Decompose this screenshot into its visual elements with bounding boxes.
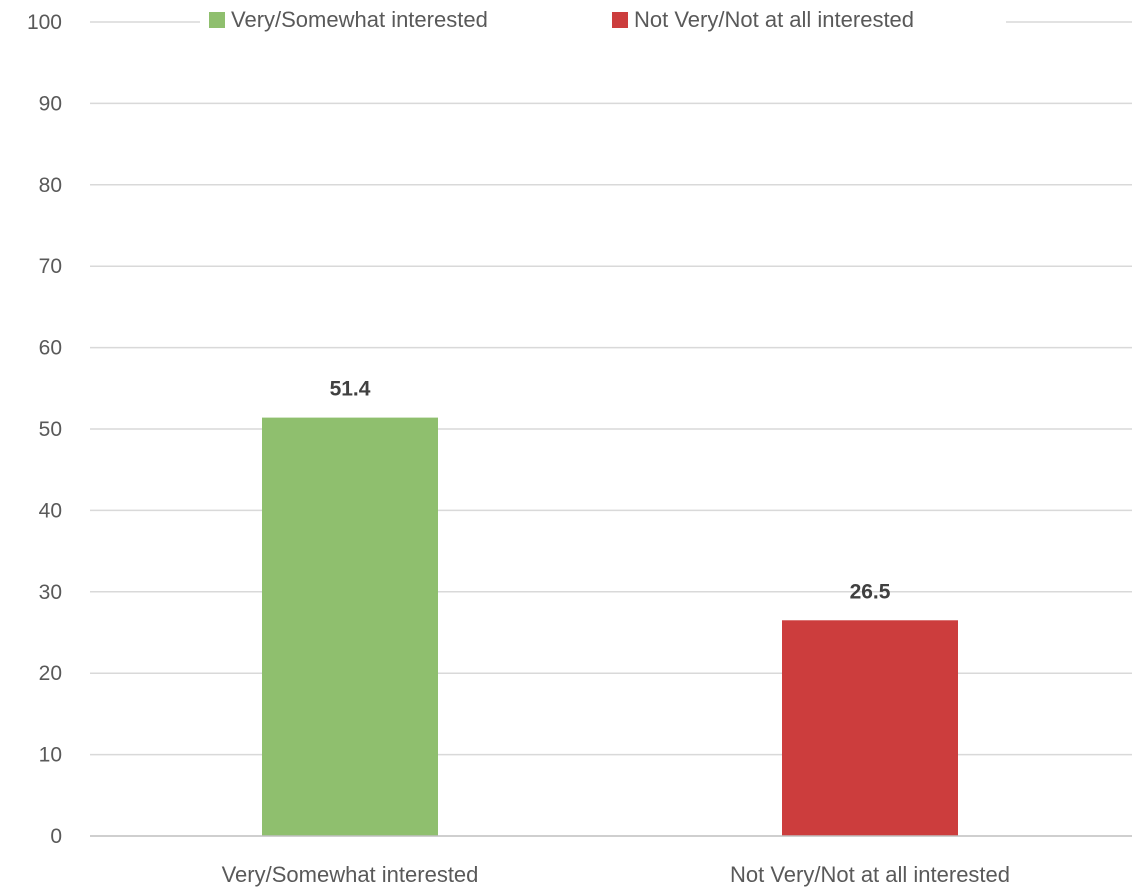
y-tick-label: 70 <box>39 255 62 278</box>
bar <box>782 620 958 836</box>
legend: Very/Somewhat interested Not Very/Not at … <box>200 4 1006 36</box>
y-tick-label: 20 <box>39 662 62 685</box>
category-label: Not Very/Not at all interested <box>730 862 1010 887</box>
y-tick-label: 40 <box>39 499 62 522</box>
data-label: 26.5 <box>850 580 891 603</box>
data-label: 51.4 <box>330 378 371 401</box>
y-tick-label: 80 <box>39 174 62 197</box>
bars <box>262 417 958 836</box>
gridlines <box>90 21 1132 756</box>
y-tick-label: 10 <box>39 744 62 767</box>
y-tick-label: 90 <box>39 92 62 115</box>
y-tick-label: 30 <box>39 581 62 604</box>
legend-swatch <box>612 12 628 28</box>
category-labels: Very/Somewhat interested Not Very/Not at … <box>222 862 1010 887</box>
y-tick-label: 60 <box>39 337 62 360</box>
y-tick-label: 100 <box>27 11 62 34</box>
category-label: Very/Somewhat interested <box>222 862 479 887</box>
legend-swatch <box>209 12 225 28</box>
y-tick-label: 50 <box>39 418 62 441</box>
y-tick-label: 0 <box>50 825 62 848</box>
legend-label: Not Very/Not at all interested <box>634 7 914 32</box>
legend-background <box>200 4 1006 36</box>
data-labels: 51.4 26.5 <box>330 378 891 604</box>
bar <box>262 417 438 836</box>
legend-label: Very/Somewhat interested <box>231 7 488 32</box>
y-axis-tick-labels: 0 10 20 30 40 50 60 70 80 90 100 <box>27 11 62 848</box>
